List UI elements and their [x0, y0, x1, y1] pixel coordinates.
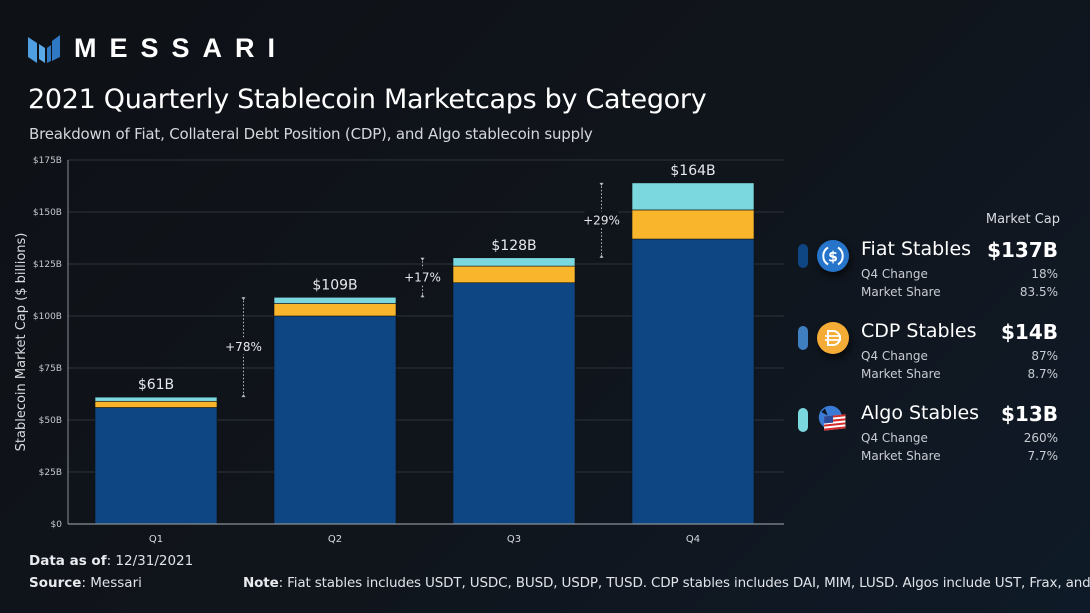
growth-label-bg — [226, 338, 261, 355]
growth-label-bg — [405, 268, 440, 285]
chart-subtitle: Breakdown of Fiat, Collateral Debt Posit… — [29, 125, 593, 143]
legend-header: Market Cap — [985, 212, 1060, 227]
legend-name: CDP Stables — [861, 320, 977, 342]
note-text: : Fiat stables includes USDT, USDC, BUSD… — [278, 575, 1090, 591]
bar-total-label: $164B — [670, 163, 715, 179]
svg-text:$: $ — [828, 250, 838, 266]
legend: Market Cap $ Fiat Stables $137B Q4 Chang… — [795, 212, 1060, 479]
y-tick-label: $150B — [33, 208, 62, 218]
legend-market-cap: $137B — [987, 238, 1058, 262]
y-tick-label: $50B — [39, 416, 62, 426]
source: Source: Messari — [29, 575, 142, 591]
growth-arrow-head-top — [599, 182, 604, 186]
bar-segment-algo-stables — [94, 396, 218, 402]
legend-q4-change-row: Q4 Change 87% — [861, 349, 1058, 363]
legend-swatch-algo — [798, 408, 808, 432]
legend-name: Fiat Stables — [861, 238, 972, 260]
q4-change-label: Q4 Change — [861, 431, 928, 445]
messari-logo: MESSARI — [28, 33, 288, 64]
bar-segment-algo-stables — [273, 296, 397, 304]
bar-segment-cdp-stables — [631, 209, 755, 240]
q4-change-value: 18% — [1031, 267, 1058, 281]
legend-name: Algo Stables — [861, 402, 980, 424]
note-label: Note — [243, 575, 279, 591]
usdc-icon: $ — [817, 240, 849, 272]
footnote: Note: Fiat stables includes USDT, USDC, … — [243, 575, 1090, 591]
legend-swatch-fiat — [798, 244, 808, 268]
q4-change-label: Q4 Change — [861, 267, 928, 281]
growth-label-bg — [584, 211, 619, 228]
legend-market-cap: $14B — [1001, 320, 1058, 344]
market-share-label: Market Share — [861, 285, 941, 299]
bar-segment-algo-stables — [452, 257, 576, 267]
bar-segment-cdp-stables — [273, 303, 397, 317]
growth-label: +17% — [404, 271, 441, 285]
bar-total-label: $61B — [138, 377, 174, 393]
growth-arrow-head-bottom — [599, 254, 604, 258]
legend-share-row: Market Share 83.5% — [861, 285, 1058, 299]
x-tick-label: Q2 — [328, 534, 342, 545]
q4-change-value: 87% — [1031, 349, 1058, 363]
legend-swatch-cdp — [798, 326, 808, 350]
y-tick-label: $75B — [39, 364, 62, 374]
stacked-bar-chart: $0 $25B $50B $75B $100B $125B $150B $175B Stable… — [14, 156, 784, 545]
y-tick-label: $100B — [33, 312, 62, 322]
x-tick-label: Q1 — [149, 534, 163, 545]
q4-change-label: Q4 Change — [861, 349, 928, 363]
messari-logo-icon — [28, 34, 60, 63]
market-share-value: 7.7% — [1027, 449, 1059, 463]
q4-change-value: 260% — [1023, 431, 1058, 445]
data-as-of: Data as of: 12/31/2021 — [29, 553, 193, 569]
legend-item-cdp: CDP Stables $14B Q4 Change 87% Market Sh… — [795, 315, 1060, 397]
legend-share-row: Market Share 7.7% — [861, 449, 1058, 463]
ust-icon — [817, 404, 849, 436]
growth-arrow-head-bottom — [241, 394, 246, 398]
data-as-of-label: Data as of — [29, 553, 107, 569]
market-share-value: 83.5% — [1019, 285, 1058, 299]
brand-name: MESSARI — [74, 33, 289, 63]
legend-item-algo: Algo Stables $13B Q4 Change 260% Market … — [795, 397, 1060, 479]
bar-segment-cdp-stables — [94, 400, 218, 408]
growth-label: +78% — [225, 340, 262, 354]
legend-item-fiat: $ Fiat Stables $137B Q4 Change 18% Marke… — [795, 233, 1060, 315]
bar-total-label: $109B — [312, 277, 357, 293]
legend-share-row: Market Share 8.7% — [861, 367, 1058, 381]
growth-arrow-head-top — [241, 297, 246, 301]
source-label: Source — [29, 575, 82, 591]
bar-segment-algo-stables — [631, 182, 755, 211]
y-tick-label: $0 — [51, 520, 63, 530]
bar-segment-fiat-stables — [273, 315, 397, 525]
y-tick-label: $175B — [33, 156, 62, 166]
market-share-label: Market Share — [861, 449, 941, 463]
legend-market-cap: $13B — [1001, 402, 1058, 426]
y-tick-label: $125B — [33, 260, 62, 270]
chart-title: 2021 Quarterly Stablecoin Marketcaps by … — [28, 84, 707, 115]
bar-segment-fiat-stables — [452, 282, 576, 525]
market-share-label: Market Share — [861, 367, 941, 381]
growth-label: +29% — [583, 213, 620, 227]
growth-arrow-head-bottom — [420, 294, 425, 298]
dai-icon — [817, 322, 849, 354]
y-tick-label: $25B — [39, 468, 62, 478]
bar-segment-cdp-stables — [452, 265, 576, 284]
data-as-of-value: : 12/31/2021 — [106, 553, 194, 569]
bar-segment-fiat-stables — [94, 407, 218, 525]
market-share-value: 8.7% — [1027, 367, 1059, 381]
bar-total-label: $128B — [491, 238, 536, 254]
source-value: : Messari — [81, 575, 142, 591]
legend-q4-change-row: Q4 Change 260% — [861, 431, 1058, 445]
bar-segment-fiat-stables — [631, 238, 755, 525]
x-tick-label: Q3 — [507, 534, 521, 545]
x-tick-label: Q4 — [686, 534, 700, 545]
y-axis-label: Stablecoin Market Cap ($ billions) — [14, 233, 29, 452]
growth-arrow-head-top — [420, 257, 425, 261]
legend-q4-change-row: Q4 Change 18% — [861, 267, 1058, 281]
